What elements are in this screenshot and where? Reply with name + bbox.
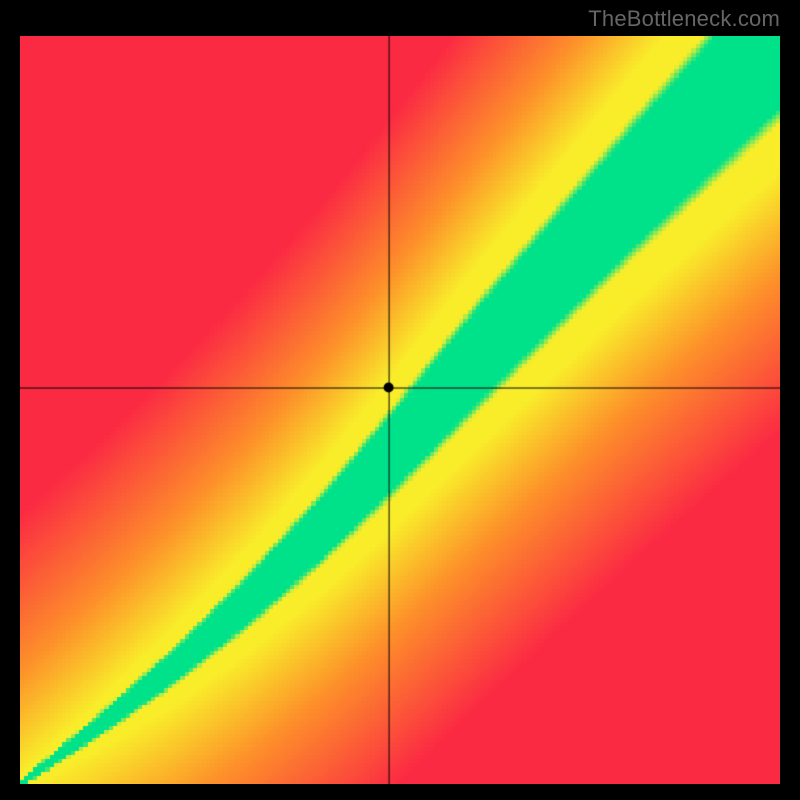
heatmap-canvas bbox=[20, 36, 780, 784]
watermark-text: TheBottleneck.com bbox=[588, 6, 780, 32]
heatmap-plot bbox=[20, 36, 780, 784]
chart-container: TheBottleneck.com bbox=[0, 0, 800, 800]
